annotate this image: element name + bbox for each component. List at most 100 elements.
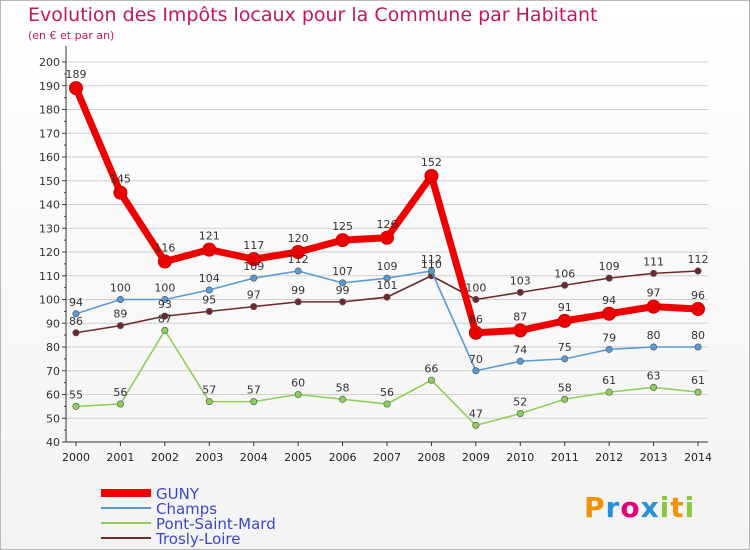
data-label: 93 — [158, 298, 172, 311]
data-label: 94 — [69, 296, 83, 309]
data-label: 86 — [69, 315, 83, 328]
data-label: 80 — [691, 329, 705, 342]
data-point — [472, 295, 480, 303]
data-label-layer: 55 56 87 57 57 60 58 56 66 47 52 58 61 63 61 86 89 93 95 97… — [66, 68, 709, 420]
x-tick-label: 2010 — [506, 451, 534, 464]
y-tick-label: 120 — [39, 246, 60, 259]
data-label: 47 — [469, 407, 483, 420]
data-point — [72, 310, 80, 318]
data-point — [557, 313, 572, 328]
data-point — [72, 329, 80, 337]
data-point — [650, 343, 658, 351]
data-label: 112 — [288, 253, 309, 266]
x-tick-label: 2008 — [417, 451, 445, 464]
data-label: 80 — [647, 329, 661, 342]
data-label: 75 — [558, 341, 572, 354]
y-tick-label: 190 — [39, 80, 60, 93]
data-label: 107 — [332, 265, 353, 278]
legend-label: Trosly-Loire — [155, 530, 241, 548]
data-point — [205, 398, 213, 406]
data-label: 60 — [291, 377, 305, 390]
data-point — [294, 390, 302, 398]
data-label: 97 — [247, 289, 261, 302]
data-point — [605, 345, 613, 353]
data-point — [602, 306, 617, 321]
data-point — [157, 254, 172, 269]
data-point — [694, 388, 702, 396]
data-point — [335, 233, 350, 248]
data-label: 109 — [599, 260, 620, 273]
x-tick-label: 2011 — [551, 451, 579, 464]
data-point — [561, 355, 569, 363]
legend-label: Champs — [156, 500, 217, 518]
data-label: 125 — [332, 220, 353, 233]
data-point — [294, 298, 302, 306]
data-label: 94 — [602, 294, 616, 307]
data-label: 189 — [66, 68, 87, 81]
y-tick-label: 170 — [39, 127, 60, 140]
data-label: 101 — [377, 279, 398, 292]
data-point — [472, 421, 480, 429]
data-point — [250, 303, 258, 311]
data-label: 120 — [288, 232, 309, 245]
y-tick-label: 150 — [39, 175, 60, 188]
data-point — [380, 230, 394, 245]
data-label: 96 — [691, 289, 705, 302]
y-tick-label: 110 — [39, 270, 60, 283]
data-point — [646, 299, 661, 314]
data-point — [424, 169, 439, 183]
data-label: 100 — [154, 282, 175, 295]
data-label: 117 — [243, 239, 264, 252]
data-label: 91 — [558, 301, 572, 314]
data-label: 152 — [421, 156, 442, 169]
data-label: 58 — [558, 381, 572, 394]
y-tick-label: 70 — [46, 365, 60, 378]
data-label: 79 — [602, 331, 616, 344]
data-label: 55 — [69, 388, 83, 401]
data-point — [161, 312, 169, 320]
data-point — [561, 281, 569, 289]
data-label: 66 — [424, 362, 438, 375]
data-point — [561, 395, 569, 403]
data-label: 87 — [513, 310, 527, 323]
data-point — [650, 269, 658, 277]
data-label: 86 — [469, 313, 483, 326]
x-tick-label: 2014 — [684, 451, 712, 464]
y-tick-label: 80 — [46, 341, 60, 354]
data-point — [202, 242, 217, 257]
chart-subtitle: (en € et par an) — [28, 29, 115, 42]
data-label: 111 — [643, 255, 664, 268]
y-tick-label: 50 — [46, 412, 60, 425]
x-tick-label: 2004 — [240, 451, 268, 464]
data-label: 57 — [202, 384, 216, 397]
data-label: 70 — [469, 353, 483, 366]
x-tick-label: 2001 — [106, 451, 134, 464]
data-point — [383, 274, 391, 282]
data-point — [161, 326, 169, 334]
data-point — [650, 383, 658, 391]
data-point — [72, 402, 80, 410]
y-tick-label: 180 — [39, 104, 60, 117]
x-tick-label: 2009 — [462, 451, 490, 464]
data-point — [472, 367, 480, 375]
data-label: 112 — [688, 253, 709, 266]
y-tick-label: 90 — [46, 317, 60, 330]
x-tick-label: 2003 — [195, 451, 223, 464]
data-label: 106 — [554, 267, 575, 280]
data-point — [383, 400, 391, 408]
y-tick-label: 130 — [39, 222, 60, 235]
data-point — [205, 286, 213, 294]
data-point — [69, 81, 83, 96]
legend-label: Pont-Saint-Mard — [156, 515, 276, 533]
data-point — [250, 398, 258, 406]
data-label: 56 — [113, 386, 127, 399]
data-point — [468, 325, 483, 340]
data-label: 89 — [113, 308, 127, 321]
data-point — [339, 395, 347, 403]
data-point — [605, 388, 613, 396]
data-point — [383, 293, 391, 301]
x-tick-label: 2006 — [329, 451, 357, 464]
axis-layer: 40 50 60 70 80 90 100 110 120 130 140 150 160 170 180 1… — [39, 46, 712, 464]
